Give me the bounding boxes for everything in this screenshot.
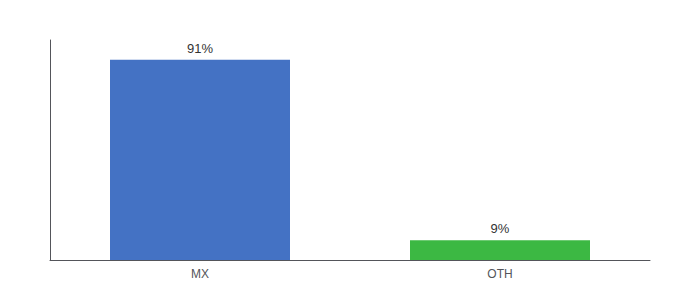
svg-text:9%: 9% bbox=[491, 221, 510, 236]
svg-text:MX: MX bbox=[191, 267, 209, 281]
svg-text:91%: 91% bbox=[187, 41, 213, 56]
svg-text:OTH: OTH bbox=[487, 267, 512, 281]
